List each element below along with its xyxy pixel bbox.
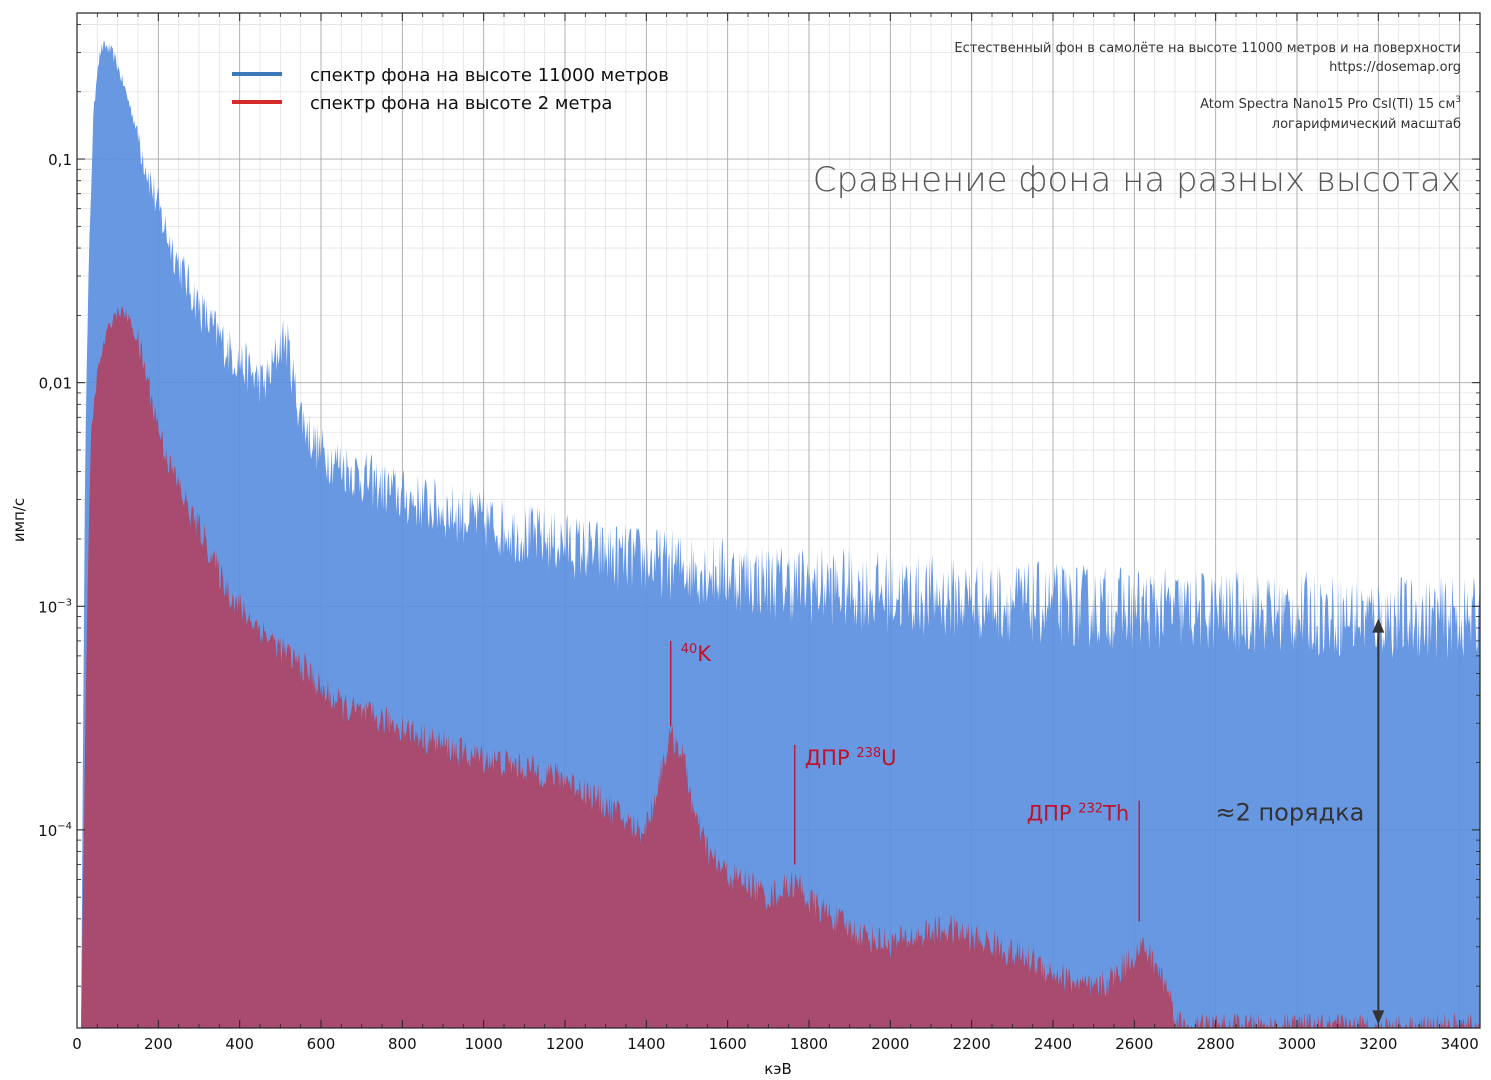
x-tick-label: 400 [225, 1035, 254, 1053]
order-arrow-head-up [1372, 618, 1385, 633]
x-tick-label: 2400 [1034, 1035, 1072, 1053]
y-axis-label: имп/с [10, 498, 28, 542]
x-tick-label: 1200 [546, 1035, 584, 1053]
x-tick-label: 3000 [1278, 1035, 1316, 1053]
legend-label-high: спектр фона на высоте 11000 метров [310, 65, 669, 86]
x-tick-label: 2000 [871, 1035, 909, 1053]
x-tick-label: 2600 [1115, 1035, 1153, 1053]
y-tick-label: 10−4 [38, 821, 72, 840]
x-tick-label: 2200 [953, 1035, 991, 1053]
info-line-device: Atom Spectra Nano15 Pro CsI(Tl) 15 см3 [1200, 95, 1461, 112]
y-tick-label: 10−3 [38, 597, 72, 616]
peak-label-2: ДПР 232Th [1027, 802, 1130, 826]
order-arrow-label: ≈2 порядка [1215, 799, 1364, 827]
axis-ticks: 0 200 400 600 800 1000 1200 1400 1600 1800 2000 220… [38, 13, 1481, 1053]
x-axis-label: кэВ [764, 1060, 792, 1078]
info-line-description: Естественный фон в самолёте на высоте 11… [954, 41, 1461, 56]
x-tick-label: 2800 [1197, 1035, 1235, 1053]
series-area-1 [81, 305, 1480, 1028]
x-tick-label: 1600 [709, 1035, 747, 1053]
info-device-sup: 3 [1455, 95, 1461, 105]
x-tick-label: 3400 [1441, 1035, 1479, 1053]
order-arrow-head-down [1372, 1010, 1385, 1025]
series-layer [81, 41, 1480, 1028]
x-tick-label: 1800 [790, 1035, 828, 1053]
legend: спектр фона на высоте 11000 метров спект… [232, 65, 669, 114]
peak-annotations: 40K ДПР 238U ДПР 232Th ≈2 порядка [670, 618, 1385, 1025]
plot-frame [76, 12, 1481, 1029]
x-tick-label: 1400 [627, 1035, 665, 1053]
peak-label-0: 40K [681, 642, 713, 666]
x-tick-label: 1000 [465, 1035, 503, 1053]
peak-label-1: ДПР 238U [805, 746, 897, 770]
info-line-scale: логарифмический масштаб [1272, 117, 1461, 132]
y-tick-label: 0,1 [48, 151, 72, 169]
x-tick-label: 600 [307, 1035, 336, 1053]
x-tick-label: 800 [388, 1035, 417, 1053]
x-tick-label: 3200 [1359, 1035, 1397, 1053]
x-tick-label: 200 [144, 1035, 173, 1053]
info-device-text: Atom Spectra Nano15 Pro CsI(Tl) 15 см [1200, 97, 1455, 112]
info-line-url: https://dosemap.org [1329, 60, 1461, 75]
legend-label-ground: спектр фона на высоте 2 метра [310, 93, 612, 114]
x-tick-label: 0 [72, 1035, 82, 1053]
chart-title: Сравнение фона на разных высотах [813, 160, 1461, 200]
info-block: Естественный фон в самолёте на высоте 11… [954, 41, 1461, 132]
y-tick-label: 0,01 [39, 375, 72, 393]
